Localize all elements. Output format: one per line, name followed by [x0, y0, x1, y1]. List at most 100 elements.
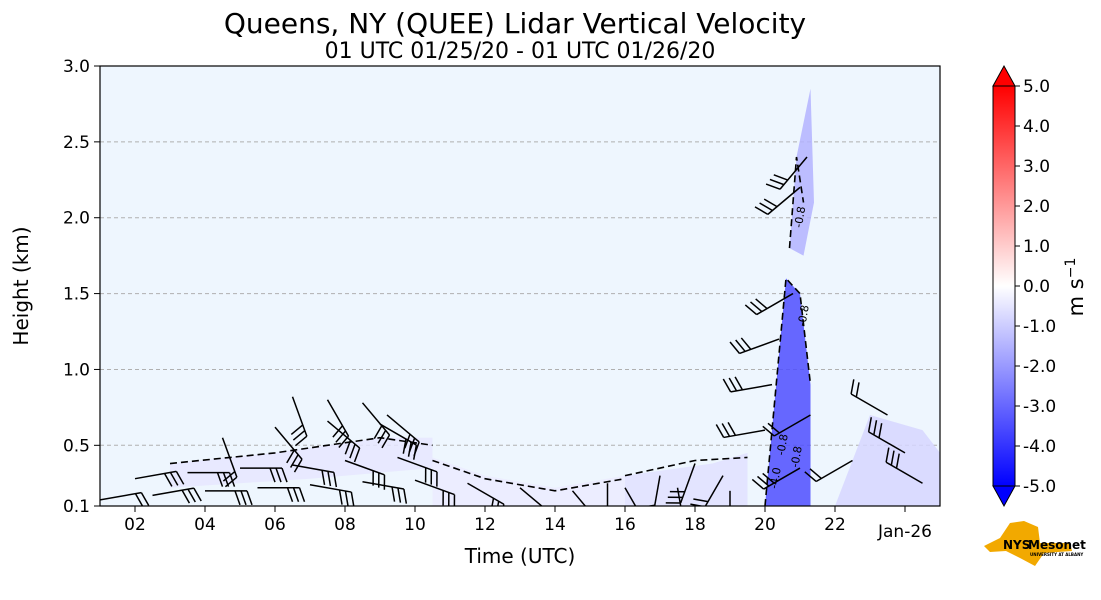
- x-tick-label: 06: [264, 515, 286, 535]
- wind-barb-shaft: [519, 487, 543, 506]
- nys-mesonet-logo: NYS Mesonet UNIVERSITY AT ALBANY: [984, 521, 1086, 566]
- wind-barb: [361, 402, 391, 449]
- contour-line: [624, 456, 748, 477]
- colorbar: 5.0 4.0 3.0 2.0 1.0 0.0 -1.0 -2.0 -3.0 -4.0 -5.0 m…: [992, 64, 1088, 508]
- wind-barb-flag: [240, 490, 247, 506]
- contour-line: [764, 276, 812, 506]
- wind-barb-shaft: [676, 487, 682, 506]
- wind-barb-flag: [878, 423, 883, 439]
- colorbar-tick-label: -4.0: [1023, 437, 1056, 457]
- wind-barb-flag: [403, 488, 408, 504]
- wind-barb: [327, 420, 361, 463]
- wind-barb-shaft: [274, 426, 303, 460]
- velocity-region-late-layer: [835, 414, 940, 506]
- colorbar-extend-min: [992, 485, 1016, 508]
- wind-barb-flag: [224, 476, 238, 488]
- wind-barb: [665, 463, 696, 504]
- plot-area: [100, 66, 940, 506]
- wind-barb-shaft: [763, 467, 801, 490]
- wind-barb-flag: [140, 492, 150, 506]
- wind-barb-flag: [175, 471, 185, 485]
- colorbar-tick-label: -2.0: [1023, 357, 1056, 377]
- contour-label: -4.0: [767, 466, 784, 489]
- wind-barb-flag: [728, 377, 738, 392]
- wind-barb-flag: [757, 475, 770, 487]
- wind-barb-shaft: [361, 402, 391, 436]
- wind-barb-flag: [353, 447, 361, 463]
- wind-barb-flag: [855, 382, 860, 398]
- x-tick-label: 12: [474, 515, 496, 535]
- wind-barb-shaft: [152, 487, 194, 497]
- contour-lines: [169, 156, 812, 506]
- contour-labels: -4.0-0.8-0.8-0.8-0.8: [767, 205, 812, 489]
- y-tick-label: 3.0: [63, 57, 90, 77]
- contour-line: [432, 459, 626, 492]
- wind-barb-shaft: [327, 420, 361, 449]
- y-tick-label: 0.1: [63, 497, 90, 517]
- wind-barb-flag: [216, 472, 224, 487]
- wind-barb-flag: [672, 529, 685, 536]
- wind-barb-flag: [349, 443, 356, 459]
- chart-title: Queens, NY (QUEE) Lidar Vertical Velocit…: [224, 7, 806, 40]
- wind-barb: [594, 483, 609, 530]
- wind-barb-flag: [767, 422, 780, 434]
- wind-barb: [722, 376, 773, 393]
- wind-barb: [571, 490, 587, 506]
- wind-barb: [362, 480, 408, 504]
- wind-barb: [397, 456, 438, 487]
- wind-barb-flag: [193, 487, 202, 502]
- wind-barb: [274, 426, 303, 473]
- wind-barb: [729, 490, 731, 506]
- velocity-region-convective-column: [765, 278, 811, 506]
- wind-barb-flag: [763, 198, 778, 208]
- wind-barb-flag: [715, 424, 725, 438]
- wind-barb-shaft: [885, 461, 923, 484]
- wind-barb-flag: [740, 337, 752, 350]
- logo-mesonet-text: Mesonet: [1028, 538, 1086, 552]
- wind-barb-flag: [293, 458, 303, 473]
- wind-barb-flag: [735, 339, 746, 352]
- wind-barb-flag: [281, 467, 288, 483]
- wind-barb-flag: [381, 434, 391, 449]
- wind-barb-flag: [169, 472, 179, 486]
- wind-barb-flag: [404, 433, 411, 449]
- wind-barb: [867, 417, 906, 454]
- wind-barb-flag: [292, 487, 300, 503]
- wind-barb: [221, 437, 238, 488]
- wind-barb: [205, 490, 253, 506]
- wind-barb-flag: [333, 472, 338, 488]
- wind-barb-shaft: [100, 491, 142, 501]
- wind-barb-flag: [298, 487, 306, 503]
- colorbar-ticks: 5.0 4.0 3.0 2.0 1.0 0.0 -1.0 -2.0 -3.0 -4.0 -5.0: [1015, 77, 1056, 497]
- wind-barb: [257, 487, 306, 503]
- wind-barb-flag: [895, 453, 900, 469]
- contour-label: -0.8: [792, 205, 809, 228]
- x-axis-label: Time (UTC): [464, 544, 576, 568]
- y-axis-label: Height (km): [9, 226, 33, 345]
- wind-barb-flag: [187, 488, 196, 503]
- contour-label: -0.8: [788, 445, 805, 468]
- wind-barb-flag: [594, 525, 608, 530]
- x-tick-label: 18: [684, 515, 706, 535]
- wind-barb-flag: [338, 435, 350, 448]
- wind-barb: [672, 487, 685, 536]
- wind-barb-shaft: [309, 484, 352, 493]
- logo-tagline: UNIVERSITY AT ALBANY: [1030, 552, 1083, 557]
- velocity-regions: [170, 88, 940, 506]
- x-tick-label: 16: [614, 515, 636, 535]
- wind-barb: [754, 186, 801, 216]
- wind-barb-flag: [289, 454, 299, 468]
- wind-barb-flag: [722, 378, 732, 393]
- wind-barb: [804, 459, 853, 483]
- wind-barb-shaft: [723, 429, 766, 439]
- wind-barb: [134, 470, 185, 487]
- wind-barb-shaft: [868, 431, 906, 454]
- wind-barb-shaft: [362, 480, 404, 490]
- wind-barbs: [100, 156, 923, 536]
- colorbar-gradient: [993, 86, 1015, 486]
- wind-barb-flag: [850, 379, 855, 395]
- x-tick-label: 08: [334, 515, 356, 535]
- wind-barb-flag: [338, 489, 343, 505]
- wind-barb-flag: [134, 493, 144, 506]
- wind-barb-flag: [765, 183, 781, 190]
